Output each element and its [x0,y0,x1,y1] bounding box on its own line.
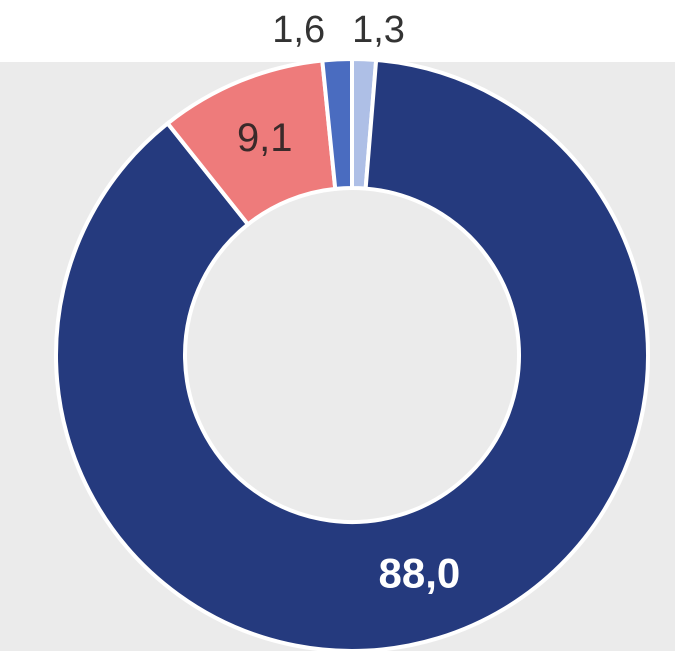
data-label: 1,6 [272,9,325,51]
data-label: 88,0 [378,550,460,597]
data-label: 1,3 [352,9,405,51]
donut-slice [54,57,650,651]
data-label: 9,1 [237,116,293,160]
donut-slice [320,56,354,192]
